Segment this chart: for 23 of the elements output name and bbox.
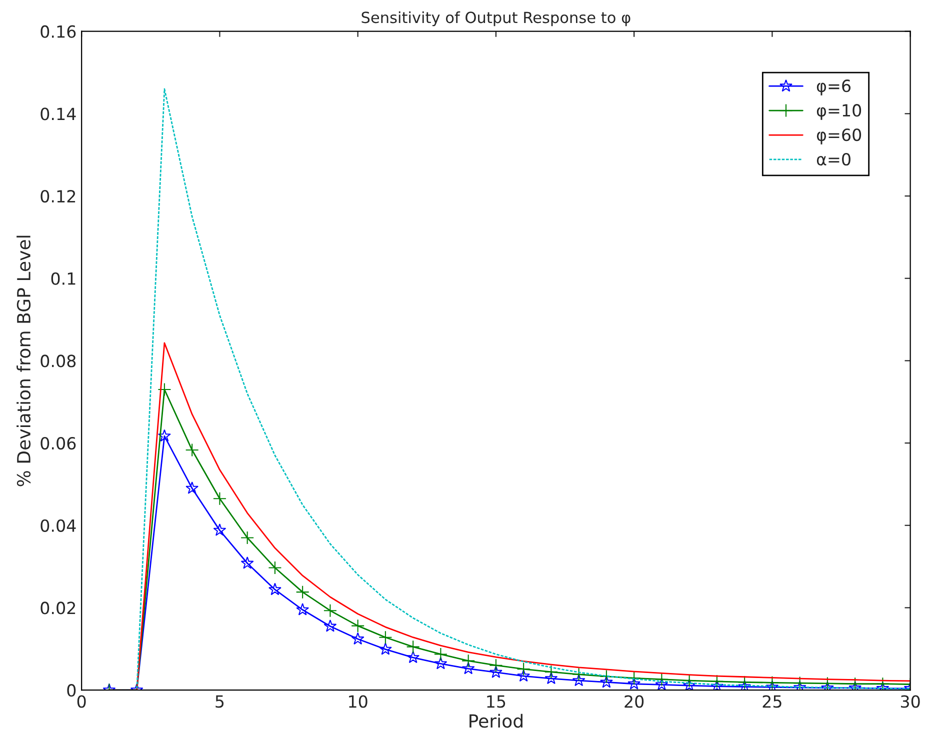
legend-label: α=0 — [816, 152, 850, 166]
y-tick-label: 0.04 — [40, 519, 76, 532]
y-tick-label: 0 — [67, 684, 76, 697]
x-tick-label: 0 — [77, 695, 86, 708]
y-tick-label: 0.08 — [40, 354, 76, 368]
x-tick-label: 5 — [216, 695, 224, 708]
x-tick-label: 30 — [900, 695, 920, 708]
x-axis-title: Period — [470, 714, 522, 728]
x-tick-label: 10 — [349, 695, 368, 708]
y-tick-label: 0.12 — [40, 190, 76, 203]
chart-title: Sensitivity of Output Response to φ — [362, 11, 630, 26]
x-tick-label: 15 — [487, 695, 506, 708]
legend-label: φ=6 — [816, 80, 851, 96]
y-tick-label: 0.1 — [51, 272, 76, 285]
y-axis-title: % Deviation from BGP Level — [16, 236, 31, 486]
legend-label: φ=10 — [816, 104, 862, 120]
y-tick-label: 0.14 — [40, 108, 76, 120]
x-tick-label: 25 — [762, 695, 782, 708]
x-tick-label: 20 — [624, 695, 644, 708]
y-tick-label: 0.02 — [40, 602, 76, 614]
y-tick-label: 0.16 — [40, 25, 76, 38]
y-tick-label: 0.06 — [40, 436, 76, 450]
legend-label: φ=60 — [816, 128, 862, 144]
